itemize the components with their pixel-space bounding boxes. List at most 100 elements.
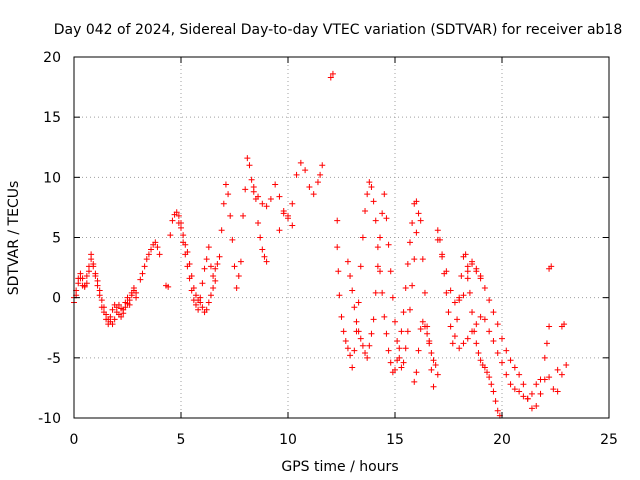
data-point	[473, 268, 480, 275]
data-point	[83, 280, 90, 287]
data-point	[430, 357, 437, 364]
data-point	[503, 371, 510, 378]
data-point	[167, 232, 174, 239]
data-point	[302, 167, 309, 174]
data-point	[201, 265, 208, 272]
data-point	[490, 309, 497, 316]
data-point	[180, 232, 187, 239]
data-point	[255, 220, 262, 227]
x-tick-label: 20	[493, 432, 511, 448]
data-point	[77, 270, 84, 277]
data-point	[447, 287, 454, 294]
data-point	[456, 345, 463, 352]
data-point	[210, 285, 217, 292]
data-point	[490, 337, 497, 344]
data-point	[141, 263, 148, 270]
data-point	[432, 362, 439, 369]
data-point	[182, 251, 189, 258]
data-point	[289, 200, 296, 207]
data-point	[152, 239, 159, 246]
data-point	[456, 297, 463, 304]
data-point	[280, 210, 287, 217]
data-point	[276, 227, 283, 234]
data-point	[319, 162, 326, 169]
series-track-h	[411, 318, 441, 385]
data-point	[383, 215, 390, 222]
data-point	[368, 330, 375, 337]
data-point	[175, 212, 182, 219]
data-point	[537, 376, 544, 383]
series-track-c	[137, 209, 219, 316]
x-tick-label: 0	[70, 432, 79, 448]
data-point	[484, 369, 491, 376]
data-point	[434, 236, 441, 243]
data-point	[546, 374, 553, 381]
series-track-g	[344, 191, 437, 390]
data-point	[83, 273, 90, 280]
data-point	[528, 405, 535, 412]
data-point	[257, 234, 264, 241]
series-track-i	[434, 227, 503, 419]
data-point	[464, 275, 471, 282]
data-point	[359, 342, 366, 349]
data-point	[351, 304, 358, 311]
data-point	[88, 251, 95, 258]
data-point	[366, 342, 373, 349]
data-point	[430, 383, 437, 390]
data-point	[516, 371, 523, 378]
data-point	[212, 265, 219, 272]
data-point	[139, 270, 146, 277]
data-point	[98, 297, 105, 304]
series-track-b	[71, 251, 140, 328]
data-point	[342, 337, 349, 344]
data-point	[156, 251, 163, 258]
data-point	[443, 268, 450, 275]
data-point	[379, 289, 386, 296]
data-point	[359, 234, 366, 241]
data-point	[421, 323, 428, 330]
data-point	[338, 313, 345, 320]
y-tick-label: 5	[52, 231, 61, 247]
data-point	[524, 395, 531, 402]
series-track-j	[434, 236, 568, 412]
data-point	[426, 340, 433, 347]
data-point	[389, 294, 396, 301]
data-point	[165, 283, 172, 290]
data-point	[235, 273, 242, 280]
data-point	[486, 297, 493, 304]
data-point	[415, 210, 422, 217]
data-point	[417, 217, 424, 224]
series-track-a	[71, 256, 140, 328]
data-point	[199, 304, 206, 311]
data-point	[289, 222, 296, 229]
data-point	[415, 347, 422, 354]
data-point	[475, 350, 482, 357]
data-point	[563, 362, 570, 369]
data-point	[355, 299, 362, 306]
data-point	[364, 191, 371, 198]
x-tick-label: 5	[177, 432, 186, 448]
data-point	[374, 244, 381, 251]
data-point	[406, 306, 413, 313]
data-point	[169, 217, 176, 224]
data-point	[464, 263, 471, 270]
data-point	[205, 244, 212, 251]
data-point	[98, 304, 105, 311]
data-point	[511, 386, 518, 393]
data-point	[499, 359, 505, 366]
data-point	[460, 292, 467, 299]
data-point	[404, 328, 411, 335]
y-tick-label: 10	[43, 170, 61, 186]
data-point	[231, 263, 238, 270]
data-point	[327, 74, 334, 81]
data-point	[335, 268, 342, 275]
data-point	[173, 209, 180, 216]
data-point	[362, 208, 369, 215]
data-point	[222, 181, 229, 188]
data-point	[218, 227, 225, 234]
data-point	[460, 340, 467, 347]
data-point	[314, 179, 321, 186]
data-point	[130, 285, 137, 292]
data-point	[225, 191, 232, 198]
data-point	[248, 176, 255, 183]
